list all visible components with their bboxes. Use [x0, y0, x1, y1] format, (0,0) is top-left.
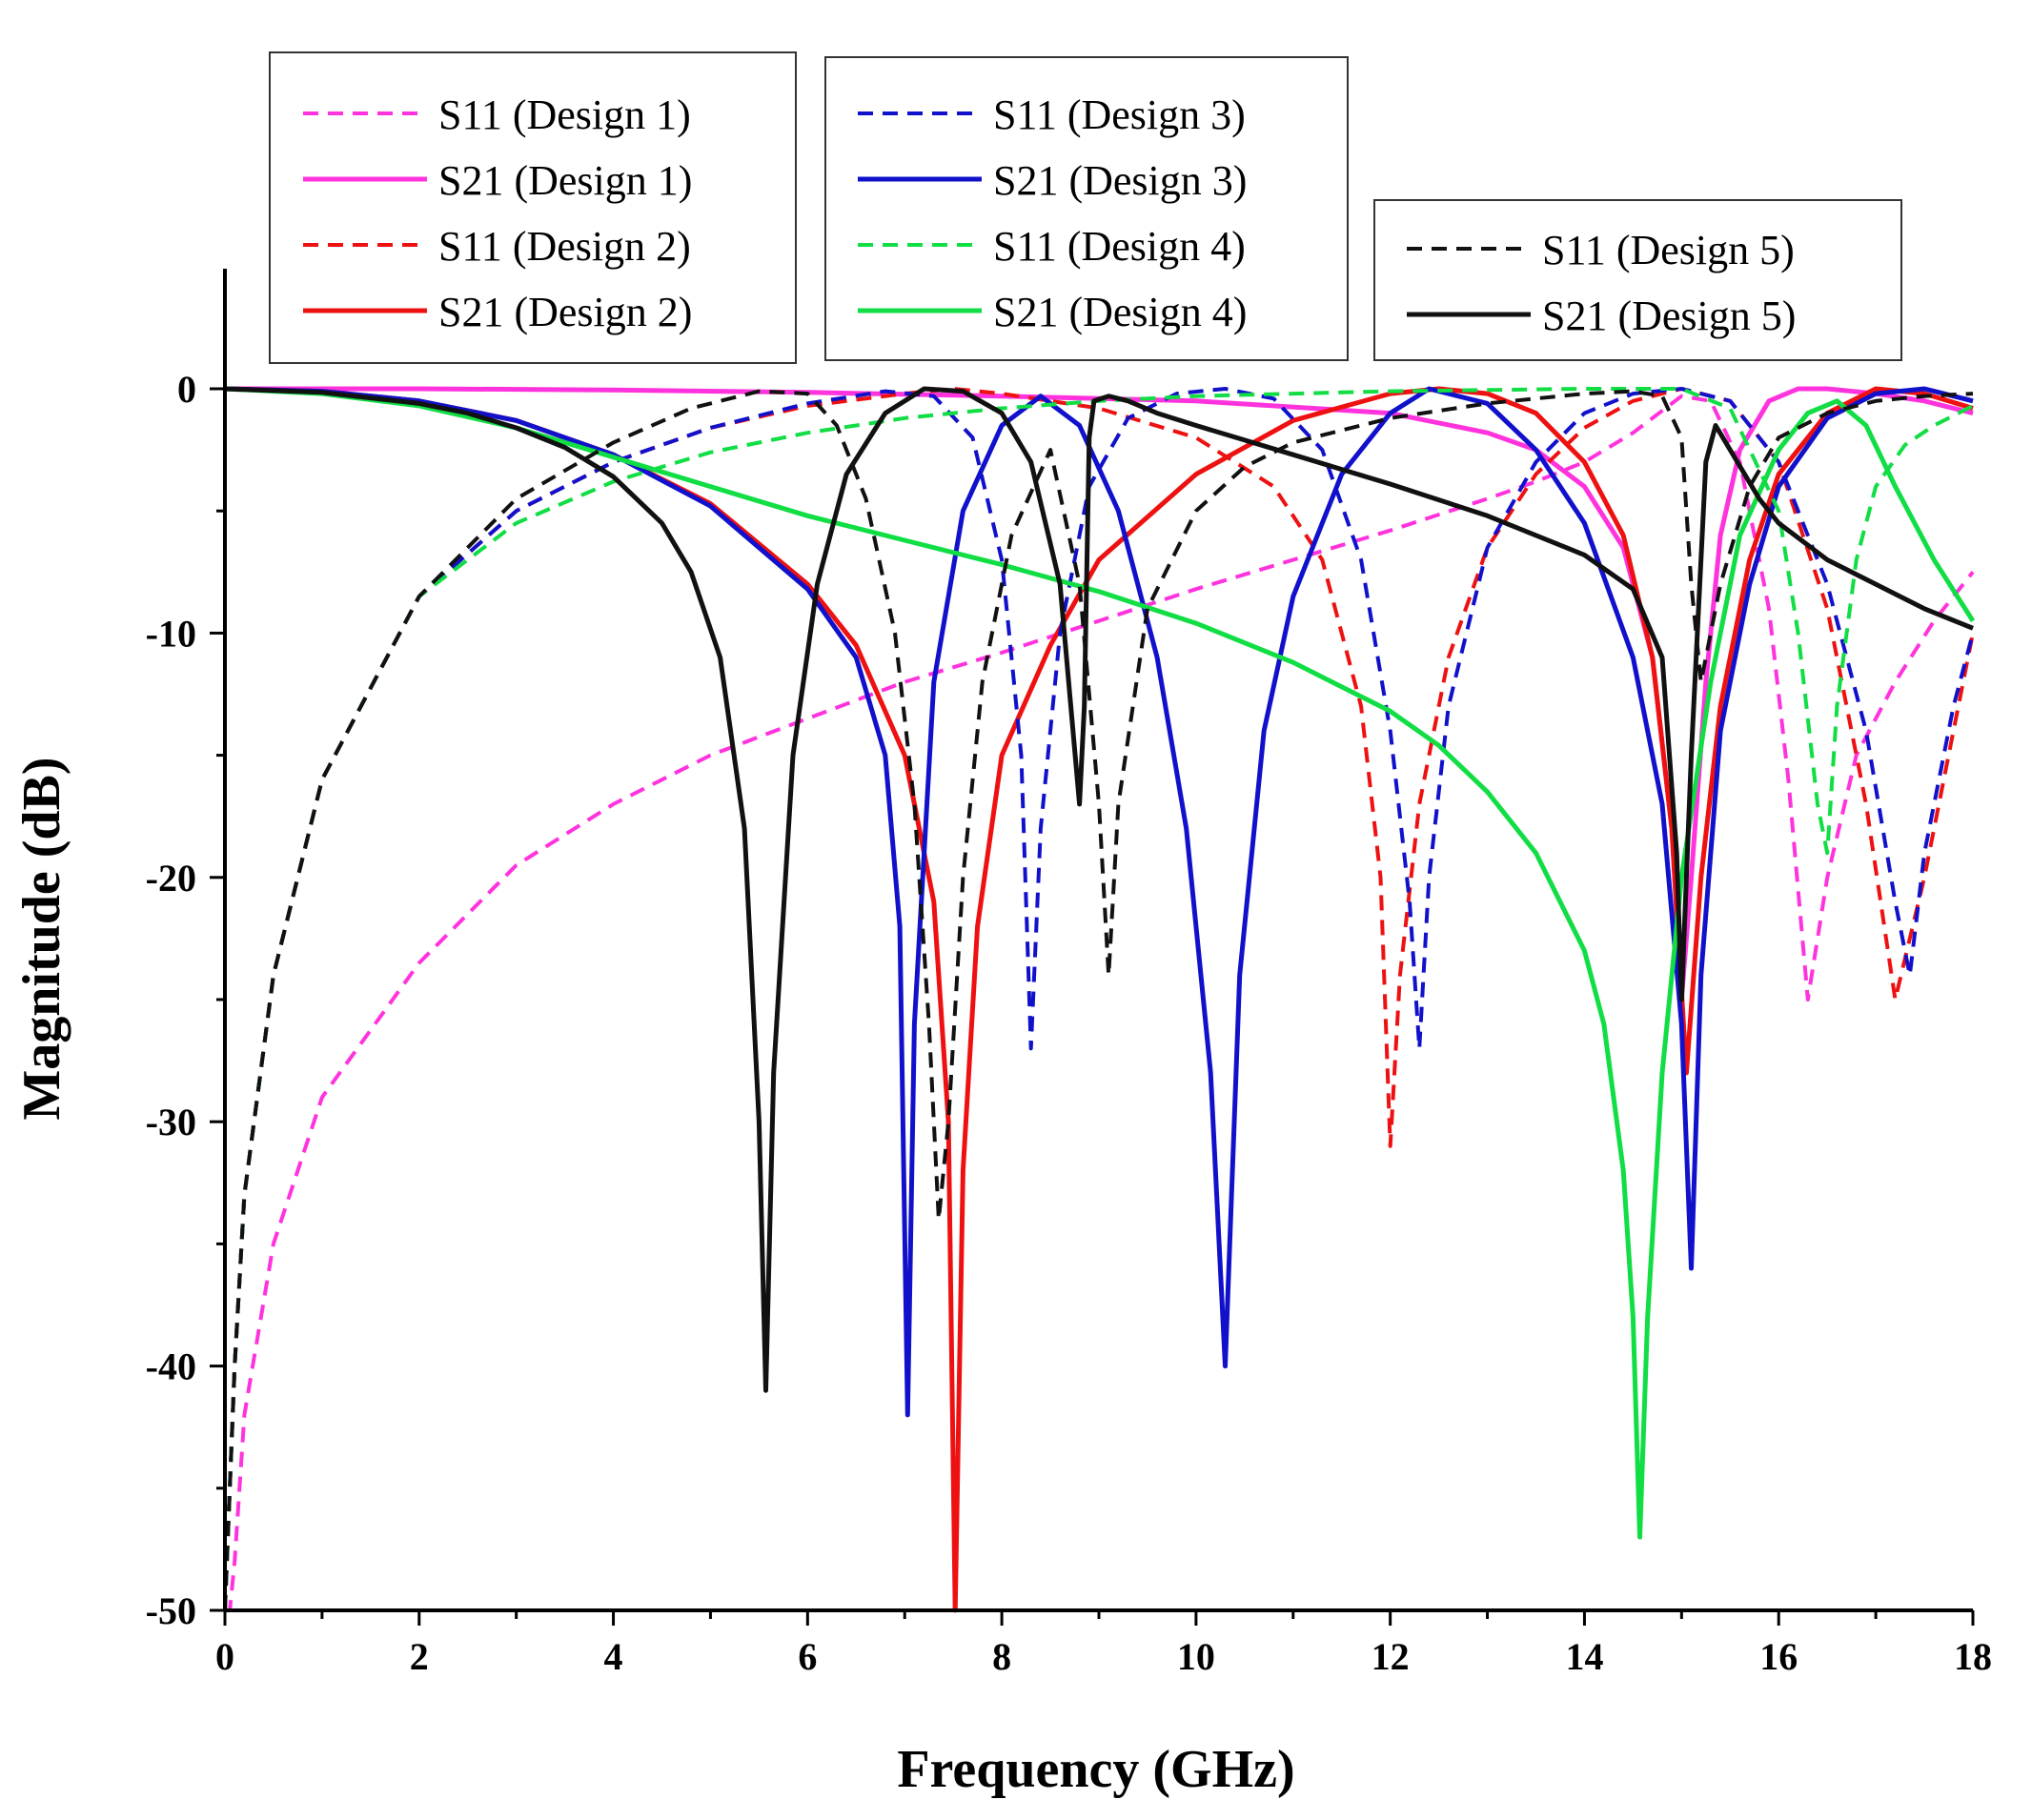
x-tick-label: 4 [604, 1635, 623, 1678]
y-tick-label: -40 [146, 1345, 196, 1388]
x-tick-label: 12 [1372, 1635, 1410, 1678]
x-tick-label: 8 [992, 1635, 1011, 1678]
series-s21-design-3-line [224, 386, 1974, 1418]
legend-box-2 [824, 56, 1349, 361]
x-tick-label: 16 [1759, 1635, 1798, 1678]
x-tick-label: 10 [1177, 1635, 1215, 1678]
legend-layer: S11 (Design 1) S21 (Design 1) S11 (Design … [269, 51, 1902, 364]
series-s11-design-1-line [225, 394, 1975, 1612]
series-s21-design-5-line [224, 386, 1974, 1393]
series-s21-design-2-line [224, 386, 1974, 1613]
legend-label-s11-design-1: S11 (Design 1) [438, 91, 691, 138]
legend-label-s11-design-4: S11 (Design 4) [993, 223, 1246, 270]
x-tick-label: 14 [1565, 1635, 1603, 1678]
y-tick-label: -50 [146, 1589, 196, 1632]
legend-label-s21-design-1: S21 (Design 1) [438, 157, 692, 204]
x-tick-label: 18 [1954, 1635, 1992, 1678]
series-s21-design-4-line [224, 386, 1976, 1540]
legend-label-s11-design-5: S11 (Design 5) [1542, 227, 1795, 273]
y-axis-title: Magnitude (dB) [12, 757, 71, 1120]
series-s11-design-2-line [223, 387, 1975, 1611]
series-s11-design-3-line [223, 387, 1975, 1611]
x-tick-label: 6 [798, 1635, 817, 1678]
y-tick-label: -10 [146, 612, 196, 655]
axes-layer: 0 2 4 6 8 10 12 14 16 18 0 -10 -20 -30 -40 -50 [146, 269, 1992, 1678]
legend-label-s21-design-5: S21 (Design 5) [1542, 293, 1796, 339]
y-tick-label: -20 [146, 857, 196, 900]
series-s11-design-4-line [223, 387, 1974, 1611]
series-s11-design-5-line [223, 389, 1974, 1611]
legend-label-s21-design-4: S21 (Design 4) [993, 289, 1247, 335]
legend-label-s11-design-3: S11 (Design 3) [993, 91, 1246, 138]
series-layer [223, 386, 1976, 1613]
x-tick-label: 2 [410, 1635, 429, 1678]
legend-label-s21-design-3: S21 (Design 3) [993, 157, 1247, 204]
legend-label-s21-design-2: S21 (Design 2) [438, 289, 692, 335]
legend-box-3 [1373, 199, 1902, 361]
x-tick-label: 0 [215, 1635, 234, 1678]
x-axis-title: Frequency (GHz) [897, 1740, 1294, 1799]
legend-label-s11-design-2: S11 (Design 2) [438, 223, 691, 270]
y-tick-label: 0 [177, 368, 196, 411]
y-tick-label: -30 [146, 1101, 196, 1143]
